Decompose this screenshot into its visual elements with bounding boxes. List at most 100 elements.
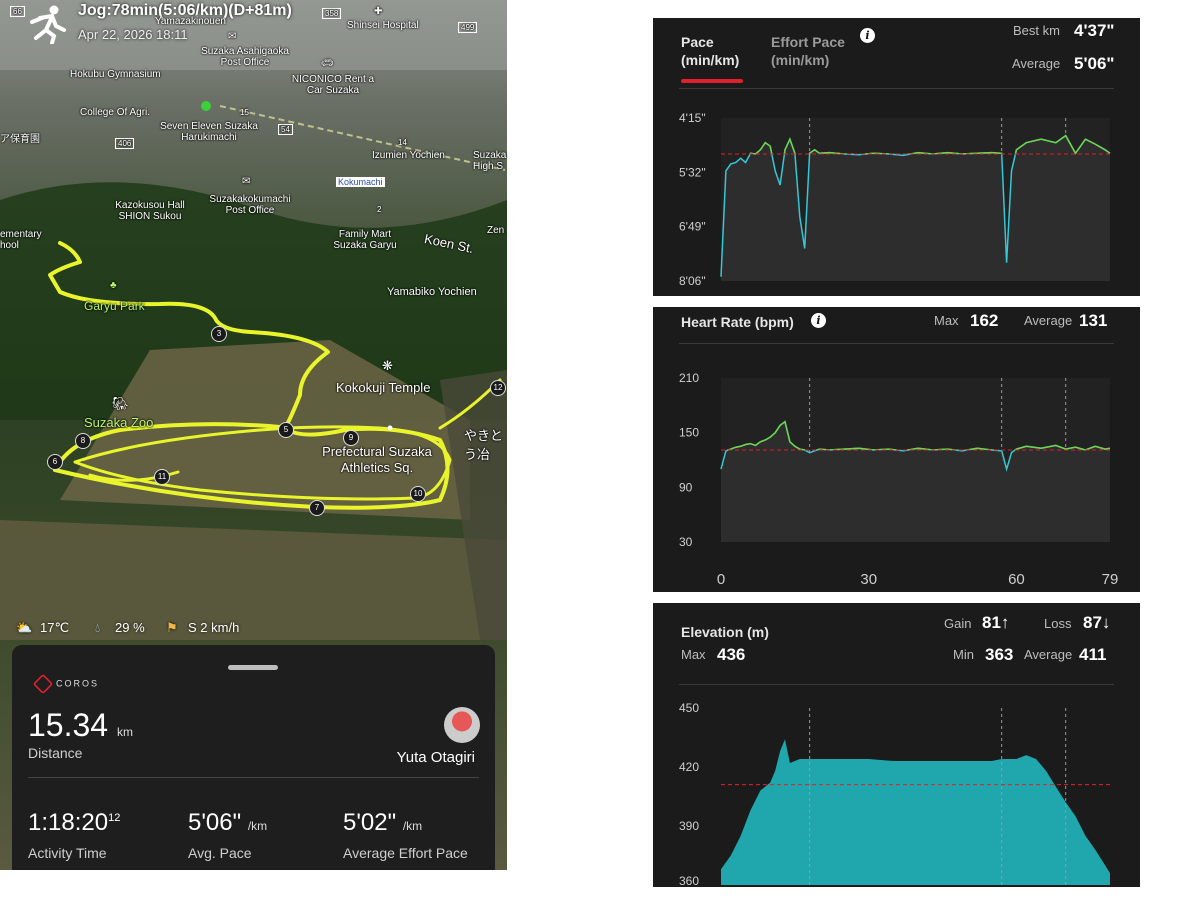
avatar[interactable] — [444, 707, 480, 743]
hr-average-value: 131 — [1079, 311, 1108, 330]
tree-icon: ♣ — [110, 280, 117, 291]
elevation-area — [721, 739, 1110, 885]
x-tick-label: 79 — [1102, 571, 1119, 588]
average-value: 5'06" — [1074, 54, 1115, 73]
elev-average-value: 411 — [1079, 645, 1107, 664]
user-name[interactable]: Yuta Otagiri — [396, 749, 475, 766]
lap-marker[interactable]: 11 — [154, 469, 170, 485]
lap-marker[interactable]: 8 — [75, 433, 91, 449]
hospital-icon: ✚ — [374, 6, 383, 17]
road-area — [440, 370, 507, 640]
lap-marker[interactable]: 12 — [490, 380, 506, 396]
hr-max-label: Max — [934, 313, 959, 328]
pace-area — [721, 135, 1110, 281]
best-km-value: 4'37" — [1074, 21, 1115, 40]
gain-value: 81↑ — [982, 613, 1010, 632]
elev-title: Elevation (m) — [681, 624, 769, 640]
y-tick-label: 420 — [679, 760, 699, 774]
heart-rate-chart[interactable]: 210 150 90 30 0 30 60 79 — [653, 362, 1140, 592]
avg-pace-value: 5'06" /km — [188, 809, 268, 836]
map-label: Suzaka Asahigaoka Post Office — [201, 46, 289, 68]
max-label: Max — [681, 647, 706, 662]
active-tab-indicator — [681, 79, 743, 83]
coros-logo-icon — [32, 673, 54, 695]
elevation-chart[interactable]: 450 420 390 360 — [653, 698, 1140, 887]
map-label: やきと う冶 — [464, 428, 504, 462]
info-icon[interactable]: i — [811, 313, 826, 328]
y-tick-label: 150 — [679, 426, 699, 440]
tab-pace[interactable]: Pace (min/km) — [681, 34, 740, 68]
map-label: Izumien Yochien — [372, 150, 445, 161]
road-number: 499 — [458, 22, 478, 33]
map-label: College Of Agri. — [80, 107, 151, 118]
wind-icon: ⚑ — [166, 620, 178, 635]
distance-value: 15.34 km — [28, 707, 133, 743]
y-tick-label: 30 — [679, 535, 693, 549]
tab-effort-pace[interactable]: Effort Pace (min/km) — [771, 34, 845, 68]
map-label: Kazokusou Hall SHION Sukou — [115, 200, 185, 222]
x-tick-label: 60 — [1008, 571, 1025, 588]
lap-marker[interactable]: 7 — [309, 500, 325, 516]
min-label: Min — [953, 647, 974, 662]
map-label: Seven Eleven Suzaka Harukimachi — [160, 121, 258, 143]
map-label: NICONICO Rent a Car Suzaka — [291, 74, 375, 96]
best-km-label: Best km — [1013, 23, 1060, 38]
min-value: 363 — [985, 645, 1014, 664]
y-tick-label: 450 — [679, 701, 699, 715]
loss-value: 87↓ — [1083, 613, 1111, 632]
forest-area — [0, 182, 507, 420]
lap-marker[interactable]: 3 — [211, 326, 227, 342]
zoo-icon: 🐘︎ — [112, 396, 129, 411]
lap-marker[interactable]: 9 — [343, 430, 359, 446]
road-number: 358 — [322, 8, 342, 19]
activity-date: Apr 22, 2026 18:11 — [78, 27, 188, 42]
temperature: 17℃ — [40, 620, 70, 635]
avg-pace-label: Avg. Pace — [188, 845, 252, 861]
humidity-icon: 💧︎ — [95, 620, 101, 635]
effort-pace-value: 5'02" /km — [343, 809, 423, 836]
road-number: 2 — [377, 205, 382, 214]
loss-label: Loss — [1044, 616, 1072, 631]
effort-pace-label: Average Effort Pace — [343, 845, 468, 861]
pace-chart[interactable]: 4'15" 5'32" 6'49" 8'06" — [653, 103, 1140, 296]
map-label: ア保育園 — [0, 134, 40, 145]
map-label: ementary hool — [0, 229, 42, 251]
map-label: Garyu Park — [84, 299, 145, 313]
x-tick-label: 30 — [860, 571, 877, 588]
hr-area — [721, 421, 1110, 542]
map-label: Shinsei Hospital — [347, 20, 419, 31]
lap-marker[interactable]: 5 — [278, 422, 294, 438]
road-number: 66 — [10, 6, 25, 17]
activity-screen: Jog:78min(5:06/km)(D+81m) Apr 22, 2026 1… — [0, 0, 507, 870]
activity-time-label: Activity Time — [28, 845, 107, 861]
hr-max-value: 162 — [970, 311, 999, 330]
map-label: Suzaka Zoo — [84, 415, 154, 430]
max-value: 436 — [717, 645, 746, 664]
humidity: 29 % — [115, 620, 145, 635]
stats-card[interactable]: COROS 15.34 km Distance Yuta Otagiri 1:1… — [12, 645, 495, 870]
post-office-icon: ✉ — [228, 31, 237, 42]
divider — [679, 88, 1114, 89]
map-label: Kokokuji Temple — [336, 380, 431, 395]
drag-handle[interactable] — [228, 665, 278, 670]
map-label: Yamazakinouen — [155, 16, 226, 27]
y-tick-label: 6'49" — [679, 220, 706, 234]
map-label: Zen — [487, 225, 505, 236]
y-tick-label: 8'06" — [679, 274, 706, 288]
lap-marker[interactable]: 10 — [410, 486, 426, 502]
wind: S 2 km/h — [188, 620, 240, 635]
y-tick-label: 210 — [679, 371, 699, 385]
map-label: Suzakakokumachi Post Office — [209, 194, 291, 216]
hr-average-label: Average — [1024, 313, 1073, 328]
hr-title: Heart Rate (bpm) — [681, 314, 794, 330]
average-label: Average — [1012, 56, 1061, 71]
map-label: Prefectural Suzaka Athletics Sq. — [322, 444, 432, 475]
heart-rate-panel: Heart Rate (bpm) i Max 162 Average 131 2… — [653, 307, 1140, 592]
map-label: Family Mart Suzaka Garyu — [333, 229, 397, 251]
lap-marker[interactable]: 6 — [47, 454, 63, 470]
weather-icon: ⛅ — [16, 620, 33, 635]
info-icon[interactable]: i — [860, 28, 875, 43]
elevation-panel: Elevation (m) Gain 81↑ Loss 87↓ Max 436 … — [653, 603, 1140, 887]
activity-time-value: 1:18:2012 — [28, 809, 121, 836]
car-icon: 🚗︎ — [321, 58, 334, 69]
